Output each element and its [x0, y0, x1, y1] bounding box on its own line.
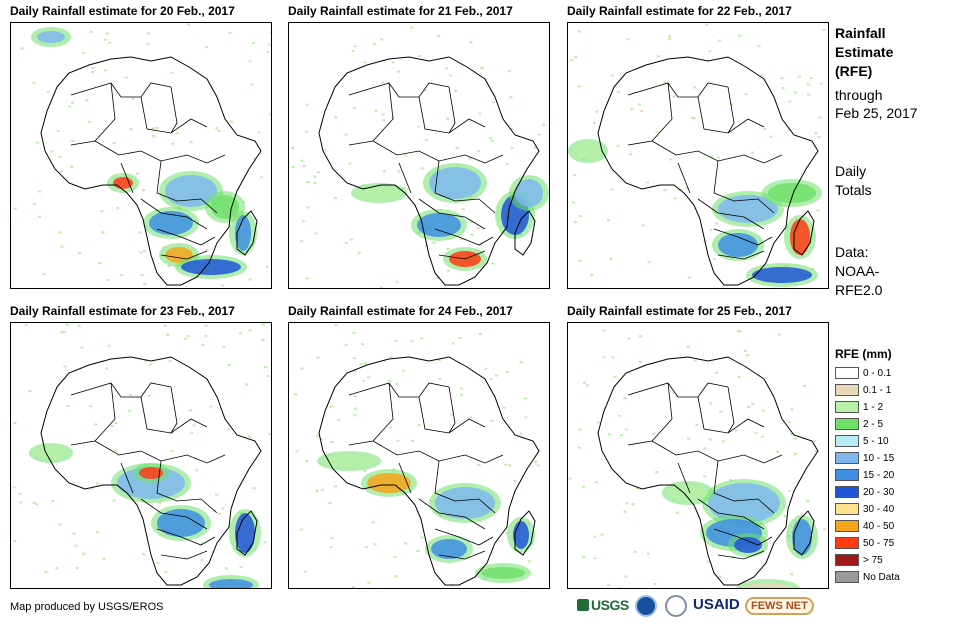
rainfall-areas — [31, 27, 257, 279]
legend-item: 1 - 2 — [835, 401, 883, 415]
legend-swatch — [835, 571, 859, 583]
daily-label: Daily — [835, 163, 867, 179]
legend-item: 30 - 40 — [835, 503, 894, 517]
legend-swatch — [835, 452, 859, 464]
rain-texture — [570, 23, 828, 282]
data-source-line2: RFE2.0 — [835, 282, 883, 298]
legend-item: 40 - 50 — [835, 520, 894, 534]
rainfall-map — [567, 22, 829, 289]
legend-label: No Data — [863, 571, 900, 583]
legend-label: 0.1 - 1 — [863, 384, 892, 396]
legend-label: 10 - 15 — [863, 452, 895, 464]
legend-swatch — [835, 520, 859, 532]
usgs-logo: USGS — [577, 597, 629, 613]
africa-outline — [597, 56, 819, 286]
legend-title: RFE (mm) — [835, 347, 892, 361]
map-panel-20-feb: Daily Rainfall estimate for 20 Feb., 201… — [10, 4, 278, 290]
data-source-line1: NOAA- — [835, 263, 880, 279]
doi-seal-logo — [665, 595, 687, 617]
totals-label: Totals — [835, 182, 872, 198]
legend-label: > 75 — [863, 554, 883, 566]
legend-swatch — [835, 503, 859, 515]
africa-outline — [318, 56, 540, 286]
legend-label: 2 - 5 — [863, 418, 884, 430]
noaa-logo — [635, 595, 657, 617]
rain-texture — [291, 26, 546, 288]
legend-swatch — [835, 418, 859, 430]
legend-label: 5 - 10 — [863, 435, 889, 447]
rainfall-areas — [317, 451, 535, 583]
legend-item: 10 - 15 — [835, 452, 894, 466]
rainfall-areas — [29, 443, 261, 588]
usgs-wave-icon — [577, 599, 589, 611]
legend-swatch — [835, 486, 859, 498]
legend-label: 20 - 30 — [863, 486, 895, 498]
panel-title: Daily Rainfall estimate for 20 Feb., 201… — [10, 4, 235, 18]
legend-item: No Data — [835, 571, 900, 585]
africa-outline — [40, 356, 262, 586]
legend-item: 0.1 - 1 — [835, 384, 891, 398]
legend-item: 20 - 30 — [835, 486, 894, 500]
legend-swatch — [835, 469, 859, 481]
rainfall-map — [288, 22, 550, 289]
panel-title: Daily Rainfall estimate for 24 Feb., 201… — [288, 304, 513, 318]
map-panel-25-feb: Daily Rainfall estimate for 25 Feb., 201… — [567, 304, 835, 590]
legend-item: 15 - 20 — [835, 469, 894, 483]
legend-label: 50 - 75 — [863, 537, 895, 549]
fews-net-logo: FEWS NET — [745, 597, 814, 615]
legend-label: 15 - 20 — [863, 469, 895, 481]
legend-item: 50 - 75 — [835, 537, 894, 551]
legend-label: 40 - 50 — [863, 520, 895, 532]
rainfall-map — [567, 322, 829, 589]
africa-outline — [40, 56, 262, 286]
rainfall-areas — [568, 139, 822, 287]
legend-swatch — [835, 401, 859, 413]
map-panel-21-feb: Daily Rainfall estimate for 21 Feb., 201… — [288, 4, 556, 290]
panel-title: Daily Rainfall estimate for 23 Feb., 201… — [10, 304, 235, 318]
legend-swatch — [835, 537, 859, 549]
rain-texture — [568, 329, 827, 588]
rainfall-areas — [662, 479, 818, 588]
usaid-logo: USAID — [693, 596, 740, 613]
usgs-logo-text: USGS — [591, 597, 629, 613]
africa-outline — [597, 356, 819, 586]
legend-swatch — [835, 384, 859, 396]
rainfall-map — [288, 322, 550, 589]
logo-strip: USGS USAID FEWS NET — [577, 595, 827, 621]
legend-item: > 75 — [835, 554, 883, 568]
title-line: Estimate — [835, 44, 894, 60]
legend-swatch — [835, 367, 859, 379]
title-line: (RFE) — [835, 63, 873, 79]
africa-outline — [318, 356, 540, 586]
panel-title: Daily Rainfall estimate for 25 Feb., 201… — [567, 304, 792, 318]
legend-item: 0 - 0.1 — [835, 367, 891, 381]
rainfall-areas — [351, 163, 549, 271]
legend-swatch — [835, 554, 859, 566]
legend-item: 5 - 10 — [835, 435, 889, 449]
sidebar-title: Rainfall Estimate (RFE) — [835, 24, 893, 81]
map-panel-22-feb: Daily Rainfall estimate for 22 Feb., 201… — [567, 4, 835, 290]
legend-label: 1 - 2 — [863, 401, 884, 413]
through-date: Feb 25, 2017 — [835, 105, 918, 121]
map-panel-24-feb: Daily Rainfall estimate for 24 Feb., 201… — [288, 304, 556, 590]
panel-title: Daily Rainfall estimate for 22 Feb., 201… — [567, 4, 792, 18]
legend-label: 0 - 0.1 — [863, 367, 892, 379]
title-line: Rainfall — [835, 25, 886, 41]
data-label: Data: — [835, 244, 869, 260]
legend-item: 2 - 5 — [835, 418, 883, 432]
rainfall-map — [10, 22, 272, 289]
through-label: through — [835, 87, 883, 103]
legend-label: 30 - 40 — [863, 503, 895, 515]
rainfall-map — [10, 322, 272, 589]
credit-text: Map produced by USGS/EROS — [10, 601, 164, 613]
map-panel-23-feb: Daily Rainfall estimate for 23 Feb., 201… — [10, 304, 278, 590]
panel-title: Daily Rainfall estimate for 21 Feb., 201… — [288, 4, 513, 18]
legend-swatch — [835, 435, 859, 447]
